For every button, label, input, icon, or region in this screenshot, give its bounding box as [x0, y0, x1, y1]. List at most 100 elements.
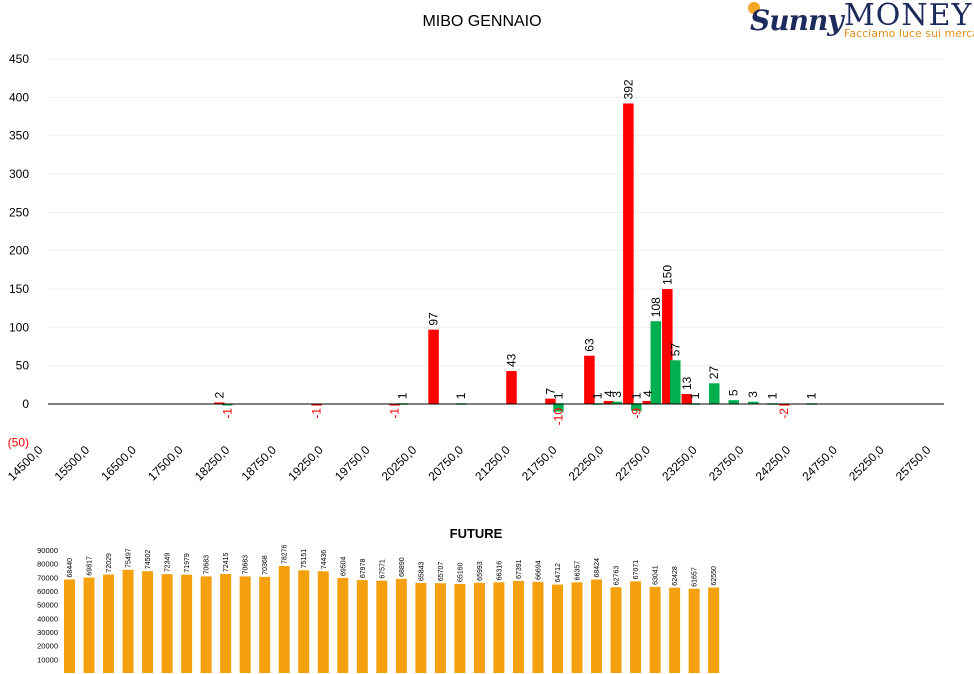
bar-data-label: 1 — [454, 392, 468, 399]
bar-data-label: 7 — [543, 388, 557, 395]
x-tick-label: 18750,0 — [239, 443, 280, 484]
y-tick-label: 200 — [9, 244, 29, 258]
bar-data-label: -2 — [777, 408, 791, 419]
y-tick-label: 300 — [9, 167, 29, 181]
bar-data-label: 4 — [641, 390, 655, 397]
bar-data-label: 63 — [582, 338, 596, 352]
x-tick-label: 23750,0 — [706, 443, 747, 484]
bar-data-label: 1 — [766, 392, 780, 399]
bar-put-23000 — [709, 383, 720, 404]
bar-call-21750 — [623, 103, 634, 404]
x-tick-label: 18250,0 — [192, 443, 233, 484]
future-bar — [239, 576, 251, 673]
future-bar — [512, 580, 524, 673]
future-y-tick-label: 20000 — [37, 642, 58, 651]
bar-call-21500 — [603, 400, 615, 404]
future-chart-title: FUTURE — [450, 526, 503, 541]
brand-logo: Sunny MONEY Facciamo luce sui mercati — [748, 0, 974, 44]
bar-put-23500 — [747, 401, 759, 404]
future-bar — [532, 581, 544, 673]
future-bar — [64, 579, 75, 673]
bar-data-label: -9 — [629, 408, 643, 419]
future-bar — [83, 577, 95, 673]
future-bar — [630, 581, 642, 673]
future-bar-label: 74502 — [145, 550, 152, 570]
x-axis-ticks: 14500,0 15500,0 16500,0 17500,0 18250,0 18750… — [5, 443, 934, 484]
x-tick-label: 20250,0 — [379, 443, 420, 484]
logo-tagline: Facciamo luce sui mercati — [844, 27, 974, 40]
future-y-tick-label: 50000 — [37, 601, 58, 610]
bar-data-label: -1 — [310, 408, 324, 419]
future-bar-label: 70683 — [204, 555, 211, 575]
future-bar — [200, 576, 212, 673]
bar-data-label: 2 — [212, 391, 226, 398]
bar-data-label: 1 — [805, 392, 819, 399]
future-bar-label: 68424 — [594, 558, 601, 578]
bar-call-17750 — [311, 404, 322, 406]
logo-money-text: MONEY — [844, 0, 973, 33]
future-bar-label: 67978 — [360, 559, 367, 579]
future-y-tick-label: 10000 — [37, 655, 58, 664]
x-tick-label: 21750,0 — [519, 443, 560, 484]
x-tick-label: 17500,0 — [145, 443, 186, 484]
future-bar — [337, 578, 349, 673]
bar-put-22250 — [650, 321, 662, 404]
future-bar-label: 62428 — [672, 566, 679, 586]
x-tick-label: 19250,0 — [285, 443, 326, 484]
future-bar — [220, 574, 232, 673]
bar-call-20250 — [506, 371, 517, 404]
bar-data-label: 1 — [629, 392, 643, 399]
future-bar — [708, 587, 720, 673]
x-tick-label: 25250,0 — [846, 443, 887, 484]
mibo-bar-chart: MIBO GENNAIO (50) 0 50 100 150 200 250 300 350 40… — [5, 13, 944, 484]
bar-data-label: 150 — [660, 265, 674, 285]
bar-data-label: -1 — [388, 408, 402, 419]
future-bar — [571, 582, 583, 673]
future-bar-label: 70683 — [243, 555, 250, 575]
y-tick-label: 50 — [16, 359, 30, 373]
future-bar-chart: FUTURE 10000 20000 30000 40000 50000 60000 700… — [37, 526, 720, 673]
future-bar — [278, 566, 290, 673]
future-y-tick-label: 70000 — [37, 573, 58, 582]
x-tick-label: 20750,0 — [426, 443, 467, 484]
bar-call-16500 — [214, 402, 225, 404]
y-tick-label: (50) — [8, 435, 29, 449]
future-bar — [181, 574, 193, 673]
y-axis-ticks: (50) 0 50 100 150 200 250 300 350 400 450 — [8, 52, 30, 449]
bar-call-23750 — [778, 404, 790, 406]
future-bar — [434, 583, 446, 673]
future-bar-label: 66694 — [535, 560, 542, 580]
future-bar-label: 68890 — [399, 557, 406, 577]
future-bar — [552, 584, 563, 673]
future-bar — [259, 576, 271, 673]
x-tick-label: 21250,0 — [472, 443, 513, 484]
future-y-tick-label: 30000 — [37, 628, 58, 637]
bar-data-label: 97 — [427, 312, 441, 326]
x-tick-label: 16500,0 — [98, 443, 139, 484]
bar-data-label: 3 — [610, 391, 624, 398]
future-y-tick-label: 40000 — [37, 614, 58, 623]
future-bars-group — [64, 566, 720, 673]
future-bar-label: 61657 — [692, 567, 699, 587]
bar-data-label: 392 — [621, 79, 635, 99]
bar-data-label: 3 — [746, 391, 760, 398]
future-y-axis-ticks: 10000 20000 30000 40000 50000 60000 70000 80000… — [37, 546, 58, 664]
future-bar-label: 75497 — [126, 548, 133, 568]
future-bar-label: 75151 — [301, 549, 308, 569]
future-bar-label: 71979 — [184, 553, 191, 573]
y-tick-label: 100 — [9, 320, 29, 334]
y-tick-label: 250 — [9, 205, 29, 219]
future-bar-label: 63041 — [653, 565, 660, 585]
x-tick-label: 15500,0 — [52, 443, 93, 484]
bar-call-20750 — [545, 398, 556, 404]
grid-lines — [48, 58, 944, 367]
bar-data-label: 57 — [668, 343, 682, 357]
bar-data-label: 108 — [649, 297, 663, 317]
logo-sunny-text: Sunny — [750, 4, 844, 37]
bar-data-label: 1 — [688, 392, 702, 399]
future-bar — [473, 582, 485, 673]
bar-put-22500 — [670, 360, 681, 404]
future-bar — [395, 578, 407, 673]
future-bar — [317, 571, 329, 673]
